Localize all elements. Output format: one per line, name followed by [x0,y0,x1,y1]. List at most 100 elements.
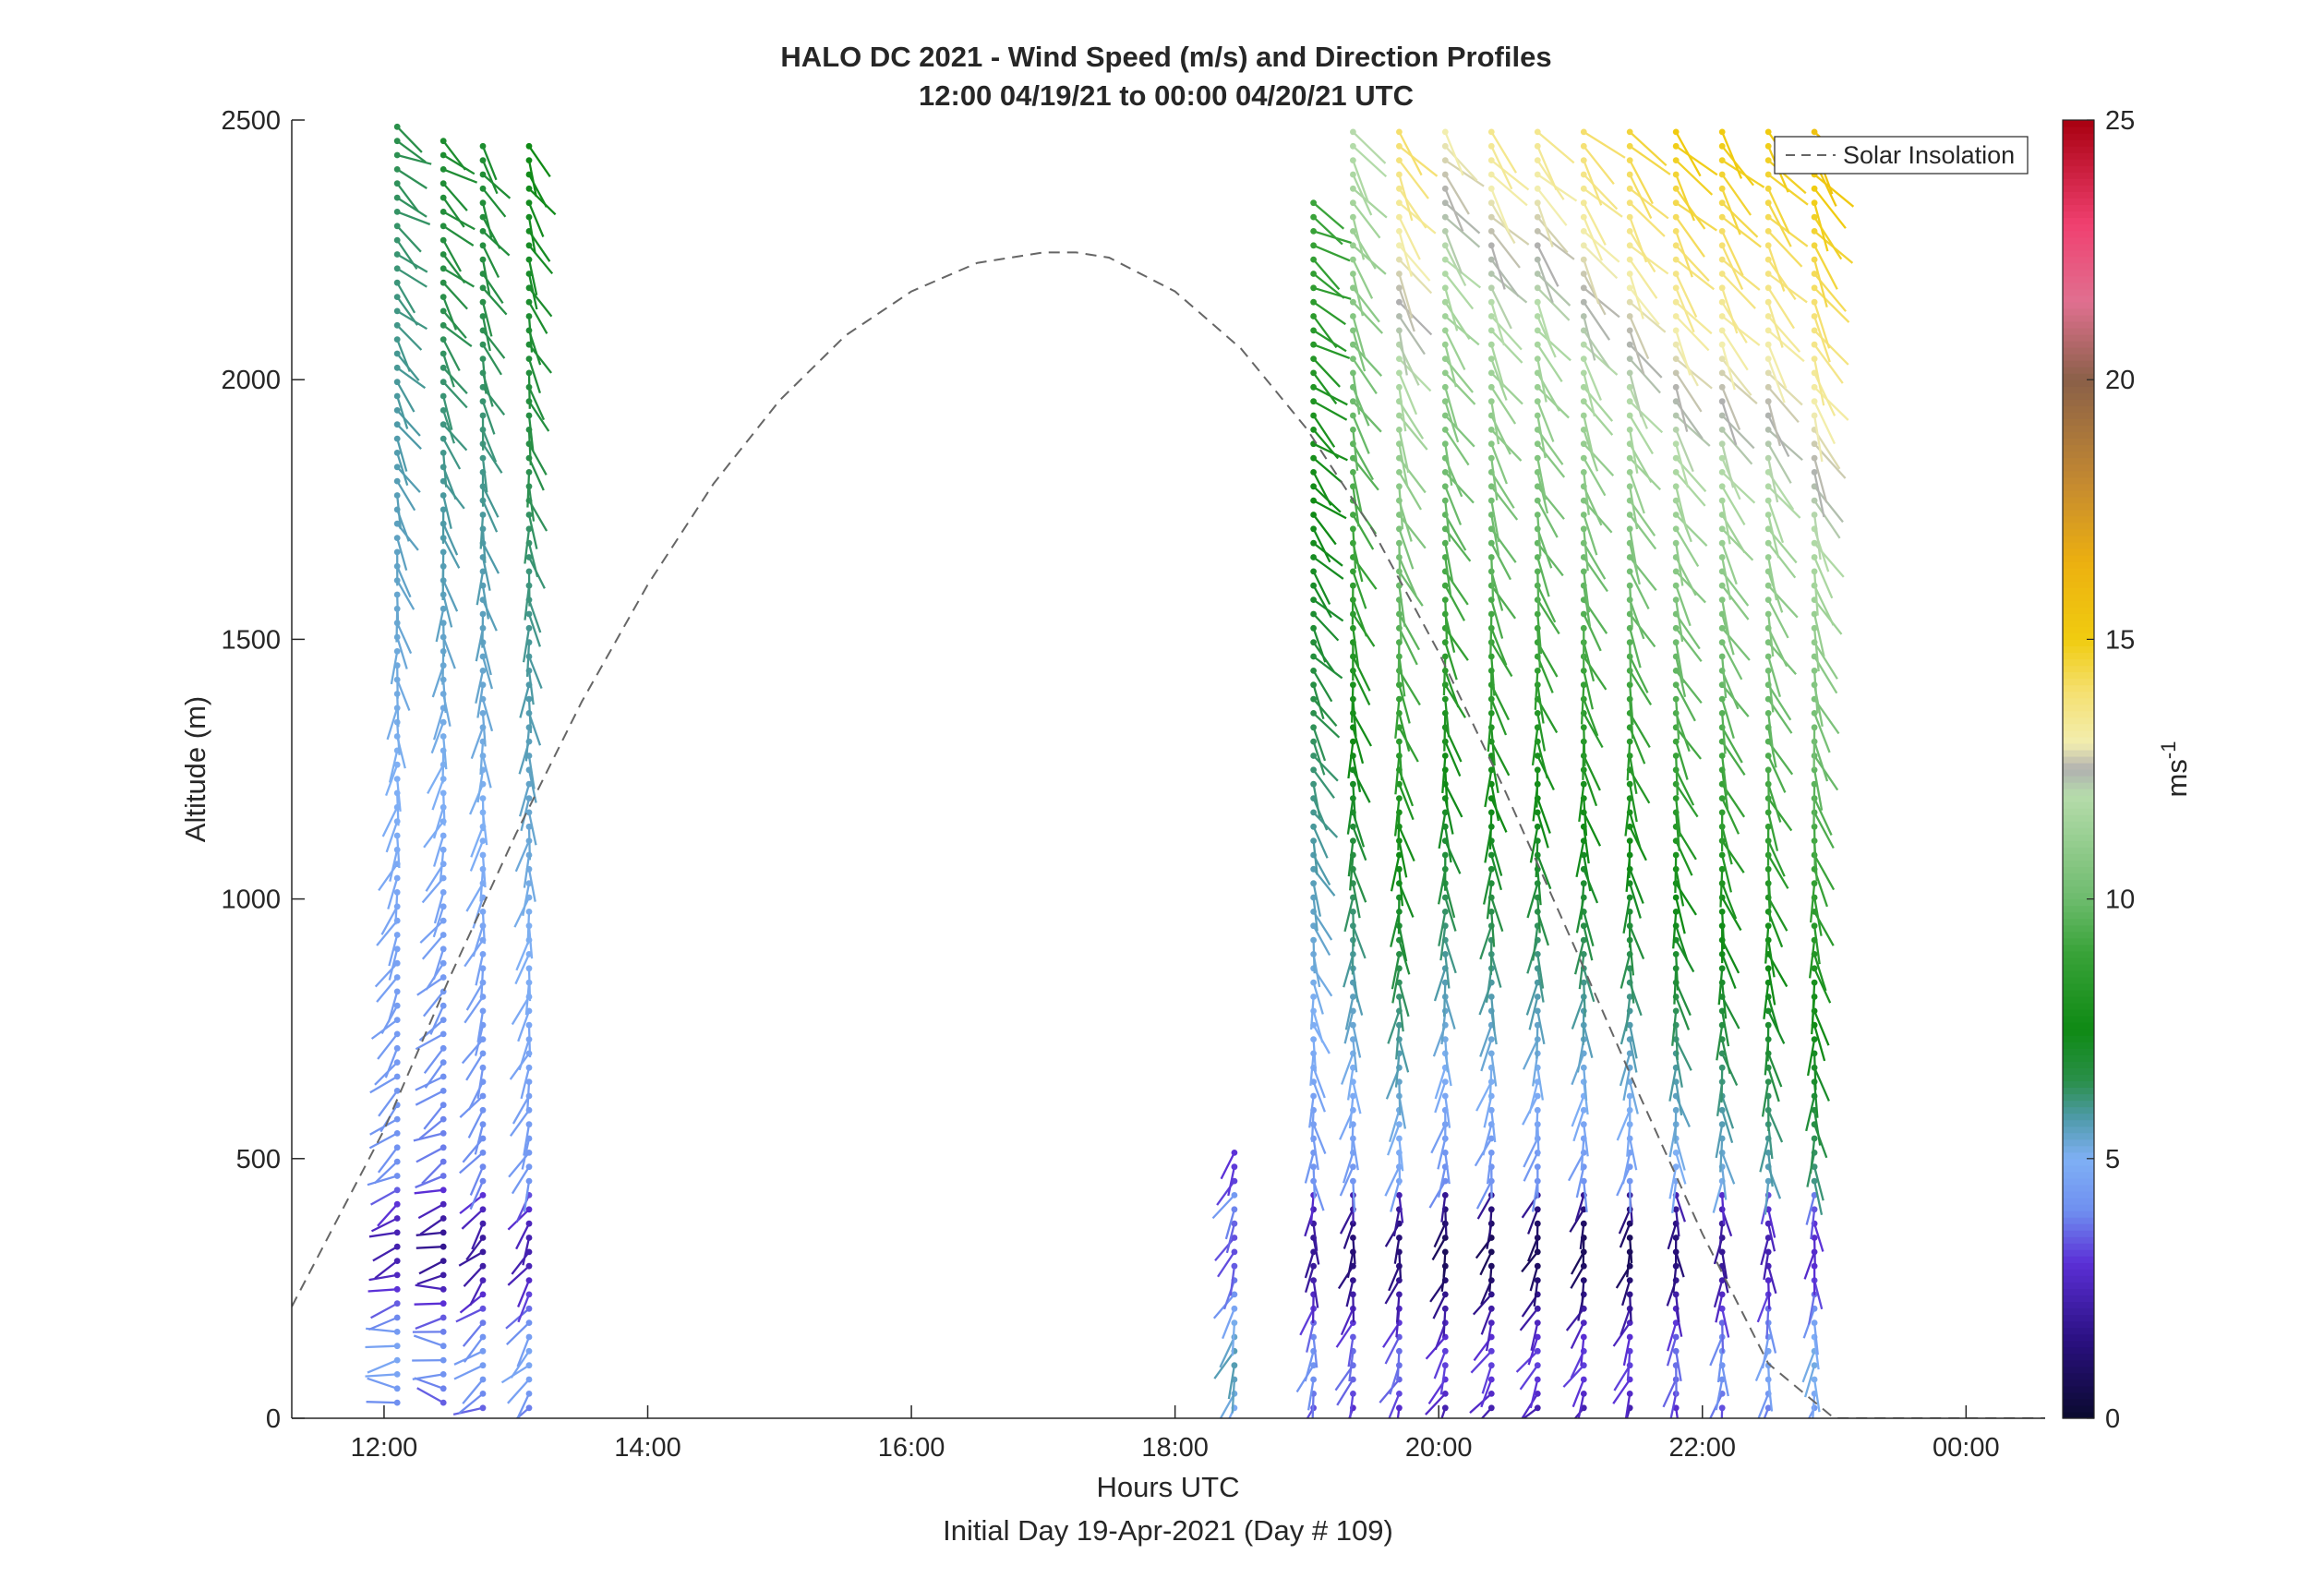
wind-barb-dot [1441,695,1449,703]
wind-barb-dot [1672,695,1680,703]
wind-barb-dot [1811,199,1818,207]
wind-barb-stick [1352,825,1367,861]
wind-barb-dot [1626,1333,1633,1341]
wind-barb-stick [367,1174,398,1187]
wind-barb-stick [1812,925,1821,965]
wind-barb-dot [1718,525,1726,533]
wind-barb-dot [1487,1404,1495,1412]
wind-barb-dot [1441,284,1449,292]
wind-barb-dot [479,1347,487,1355]
colorbar-band [2063,425,2094,433]
wind-barb-dot [1580,427,1587,433]
wind-barb-stick [481,542,500,574]
wind-barb-stick [1397,642,1401,683]
wind-barb-dot [440,1002,447,1009]
wind-barb-stick [1536,968,1545,1003]
wind-barb-stick [418,1118,444,1140]
wind-barb-stick [1311,1294,1315,1324]
wind-barb-dot [393,151,401,159]
wind-barb-stick [1536,741,1548,779]
wind-barb-dot [1764,965,1772,972]
wind-barb-stick [1629,415,1654,455]
wind-barb-dot [440,1173,447,1179]
wind-barb-dot [440,832,447,839]
wind-barb-stick [1398,557,1417,596]
wind-barb-stick [1582,1237,1585,1264]
wind-barb-stick [423,991,445,1018]
wind-barb-stick [1583,415,1595,459]
wind-barb-dot [1310,936,1317,944]
wind-barb-stick [1441,755,1447,793]
wind-barb-stick [442,410,455,444]
wind-barb-stick [481,428,498,463]
wind-barb-stick [1675,1351,1682,1381]
wind-barb-stick [1721,642,1743,681]
colorbar-band [2063,211,2094,219]
wind-barb-stick [1619,1053,1632,1087]
wind-barb-dot [525,1163,533,1171]
colorbar-band [2063,970,2094,978]
wind-barb-stick [1583,130,1626,159]
colorbar-band [2063,288,2094,296]
wind-barb-stick [1721,471,1756,504]
colorbar-band [2063,230,2094,238]
wind-barb-stick [1531,727,1539,766]
wind-barb-stick [1810,1209,1816,1240]
wind-barb-stick [417,1203,444,1220]
wind-barb-stick [1536,571,1540,613]
wind-barb-stick [1813,968,1832,1004]
wind-barb-stick [1629,372,1643,417]
wind-barb-dot [525,1404,533,1412]
wind-barb-stick [1490,202,1516,245]
wind-barb-stick [1352,599,1368,637]
wind-barb-stick [1339,1209,1355,1235]
wind-barb-stick [414,1302,444,1306]
wind-barb-stick [1312,1237,1320,1265]
wind-barb-stick [1629,528,1638,572]
wind-barb-dot [440,1371,447,1378]
wind-barb-stick [1312,798,1329,831]
wind-barb-dot [1231,1262,1238,1270]
wind-barb-stick [1712,1180,1724,1213]
wind-barb-stick [1352,528,1357,570]
wind-barb-stick [476,571,485,606]
wind-barb-stick [1719,869,1724,908]
wind-barb-stick [1352,656,1371,692]
wind-barb-stick [1580,883,1585,920]
wind-barb-dot [1764,128,1772,136]
wind-barb-dot [1396,695,1403,703]
wind-barb-dot [1396,539,1403,547]
wind-barb-stick [372,1246,398,1262]
wind-barb-dot [525,1177,533,1185]
wind-barb-stick [1583,613,1602,652]
wind-barb-dot [440,988,447,995]
wind-barb-dot [1672,398,1680,405]
wind-barb-dot [1672,271,1680,277]
y-tick-label: 500 [236,1145,281,1174]
wind-barb-dot [1672,284,1680,292]
wind-barb-stick [1629,1024,1638,1059]
wind-barb-stick [1675,387,1689,432]
wind-barb-stick [1444,769,1449,808]
wind-barb-stick [1812,259,1828,307]
wind-barb-dot [1487,1050,1495,1057]
wind-barb-stick [1490,372,1523,405]
wind-barb-stick [368,1273,398,1282]
wind-barb-stick [1352,131,1387,164]
wind-barb-stick [1812,982,1816,1021]
wind-barb-dot [525,1078,533,1085]
colorbar-band [2063,333,2094,342]
wind-barb-stick [1444,557,1452,598]
wind-barb-stick [481,642,492,676]
wind-barb-dot [1811,128,1818,136]
wind-barb-dot [1487,199,1495,207]
wind-barb-dot [440,1229,447,1236]
wind-barb-stick [1490,599,1504,639]
wind-barb-dot [1487,327,1495,334]
wind-barb-dot [440,407,447,414]
wind-barb-stick [1312,329,1347,353]
wind-barb-stick [1444,287,1459,331]
wind-barb-stick [1767,500,1785,544]
wind-barb-stick [522,1237,531,1266]
wind-barb-stick [1343,1223,1355,1249]
